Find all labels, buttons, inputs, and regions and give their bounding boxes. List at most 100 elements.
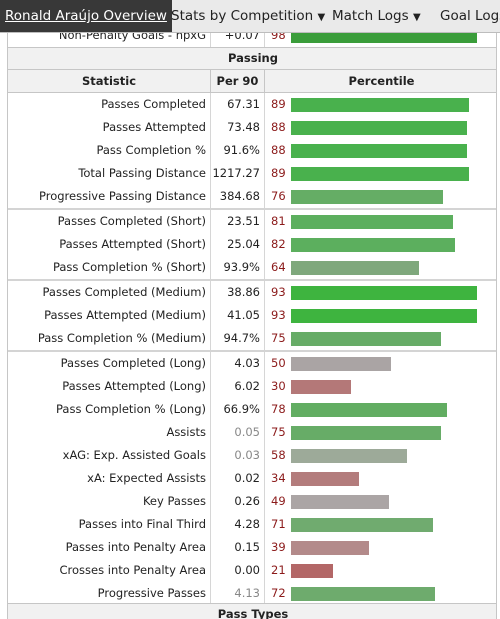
per90-value: 4.28 xyxy=(210,513,265,536)
stat-label: Crosses into Penalty Area xyxy=(59,563,207,577)
stat-label: Passes Completed (Long) xyxy=(60,356,206,370)
percentile-cell: 72 xyxy=(265,582,496,605)
percentile-cell: 71 xyxy=(265,513,496,536)
stat-row: Crosses into Penalty Area 0.00 21 xyxy=(8,559,496,582)
percentile-bar xyxy=(291,261,419,275)
percentile-cell: 78 xyxy=(265,398,496,421)
per90-value: 38.86 xyxy=(210,281,265,304)
percentile-number: 93 xyxy=(271,308,286,322)
per90-value: 91.6% xyxy=(210,139,265,162)
percentile-number: 81 xyxy=(271,214,286,228)
percentile-cell: 34 xyxy=(265,467,496,490)
stat-label: Passes into Final Third xyxy=(78,517,206,531)
stat-row: xA: Expected Assists 0.02 34 xyxy=(8,467,496,490)
nav-stats-by-competition[interactable]: Stats by Competition ▼ xyxy=(171,0,326,32)
stat-row: Passes Completed (Medium) 38.86 93 xyxy=(8,281,496,304)
percentile-number: 34 xyxy=(271,471,286,485)
percentile-bar xyxy=(291,426,441,440)
stat-row: Passes Completed 67.31 89 xyxy=(8,93,496,116)
stat-label: xA: Expected Assists xyxy=(87,471,206,485)
percentile-bar xyxy=(291,495,389,509)
percentile-cell: 30 xyxy=(265,375,496,398)
nav-goal-logs[interactable]: Goal Logs xyxy=(440,8,500,24)
per90-value: 23.51 xyxy=(210,210,265,233)
stat-row: Passes Attempted (Medium) 41.05 93 xyxy=(8,304,496,327)
percentile-number: 75 xyxy=(271,331,286,345)
percentile-number: 71 xyxy=(271,517,286,531)
percentile-cell: 64 xyxy=(265,256,496,279)
stat-row: Passes Attempted 73.48 88 xyxy=(8,116,496,139)
percentile-bar xyxy=(291,587,435,601)
stat-label: Passes into Penalty Area xyxy=(65,540,206,554)
header-per90[interactable]: Per 90 xyxy=(210,70,265,92)
per90-value: 0.26 xyxy=(210,490,265,513)
percentile-bar xyxy=(291,121,467,135)
per90-value: 0.03 xyxy=(210,444,265,467)
per90-value: 4.13 xyxy=(210,582,265,605)
section-divider xyxy=(8,208,496,210)
stat-label: Progressive Passes xyxy=(97,586,206,600)
percentile-cell: 50 xyxy=(265,352,496,375)
per90-value: 93.9% xyxy=(210,256,265,279)
nav-match-logs[interactable]: Match Logs ▼ xyxy=(332,0,421,32)
section-divider xyxy=(8,350,496,352)
header-percentile[interactable]: Percentile xyxy=(348,74,415,88)
column-header-row: Statistic Per 90 Percentile xyxy=(8,70,496,93)
stat-label: Passes Attempted (Medium) xyxy=(44,308,206,322)
percentile-number: 88 xyxy=(271,143,286,157)
stat-label: Passes Attempted (Short) xyxy=(59,237,206,251)
percentile-bar xyxy=(291,98,469,112)
percentile-number: 88 xyxy=(271,120,286,134)
percentile-number: 93 xyxy=(271,285,286,299)
percentile-bar xyxy=(291,332,441,346)
percentile-cell: 81 xyxy=(265,210,496,233)
stat-row: Passes Completed (Long) 4.03 50 xyxy=(8,352,496,375)
percentile-number: 72 xyxy=(271,586,286,600)
chevron-down-icon: ▼ xyxy=(412,12,421,23)
stat-label: Key Passes xyxy=(142,494,206,508)
percentile-cell: 82 xyxy=(265,233,496,256)
per90-value: 0.02 xyxy=(210,467,265,490)
per90-value: 73.48 xyxy=(210,116,265,139)
percentile-number: 39 xyxy=(271,540,286,554)
stat-label: Passes Attempted xyxy=(102,120,206,134)
stat-label: Passes Completed (Medium) xyxy=(42,285,206,299)
per90-value: 6.02 xyxy=(210,375,265,398)
stat-label: Assists xyxy=(166,425,206,439)
percentile-bar xyxy=(291,309,477,323)
percentile-bar xyxy=(291,472,359,486)
percentile-number: 50 xyxy=(271,356,286,370)
percentile-bar xyxy=(291,564,333,578)
per90-value: 94.7% xyxy=(210,327,265,350)
percentile-number: 76 xyxy=(271,189,286,203)
percentile-cell: 88 xyxy=(265,116,496,139)
percentile-bar xyxy=(291,541,369,555)
stat-row: Progressive Passing Distance 384.68 76 xyxy=(8,185,496,208)
section-heading-pass-types: Pass Types xyxy=(8,603,496,619)
percentile-cell: 39 xyxy=(265,536,496,559)
chevron-down-icon: ▼ xyxy=(317,12,326,23)
stat-row: xAG: Exp. Assisted Goals 0.03 58 xyxy=(8,444,496,467)
stat-row: Pass Completion % (Medium) 94.7% 75 xyxy=(8,327,496,350)
stat-label: Pass Completion % (Medium) xyxy=(37,331,206,345)
stat-row: Total Passing Distance 1217.27 89 xyxy=(8,162,496,185)
header-statistic[interactable]: Statistic xyxy=(81,74,137,88)
percentile-cell: 89 xyxy=(265,162,496,185)
per90-value: 41.05 xyxy=(210,304,265,327)
percentile-cell: 49 xyxy=(265,490,496,513)
per90-value: 66.9% xyxy=(210,398,265,421)
nav-player-overview[interactable]: Ronald Araújo Overview xyxy=(0,0,172,32)
section-heading-passing: Passing xyxy=(8,47,496,70)
stat-label: xAG: Exp. Assisted Goals xyxy=(62,448,206,462)
stat-row: Passes Attempted (Short) 25.04 82 xyxy=(8,233,496,256)
percentile-bar xyxy=(291,238,455,252)
percentile-cell: 75 xyxy=(265,327,496,350)
percentile-number: 89 xyxy=(271,97,286,111)
percentile-number: 64 xyxy=(271,260,286,274)
percentile-bar xyxy=(291,167,469,181)
percentile-bar xyxy=(291,144,467,158)
stat-row: Passes Attempted (Long) 6.02 30 xyxy=(8,375,496,398)
per90-value: 0.05 xyxy=(210,421,265,444)
stat-label: Pass Completion % (Long) xyxy=(55,402,206,416)
percentile-cell: 75 xyxy=(265,421,496,444)
